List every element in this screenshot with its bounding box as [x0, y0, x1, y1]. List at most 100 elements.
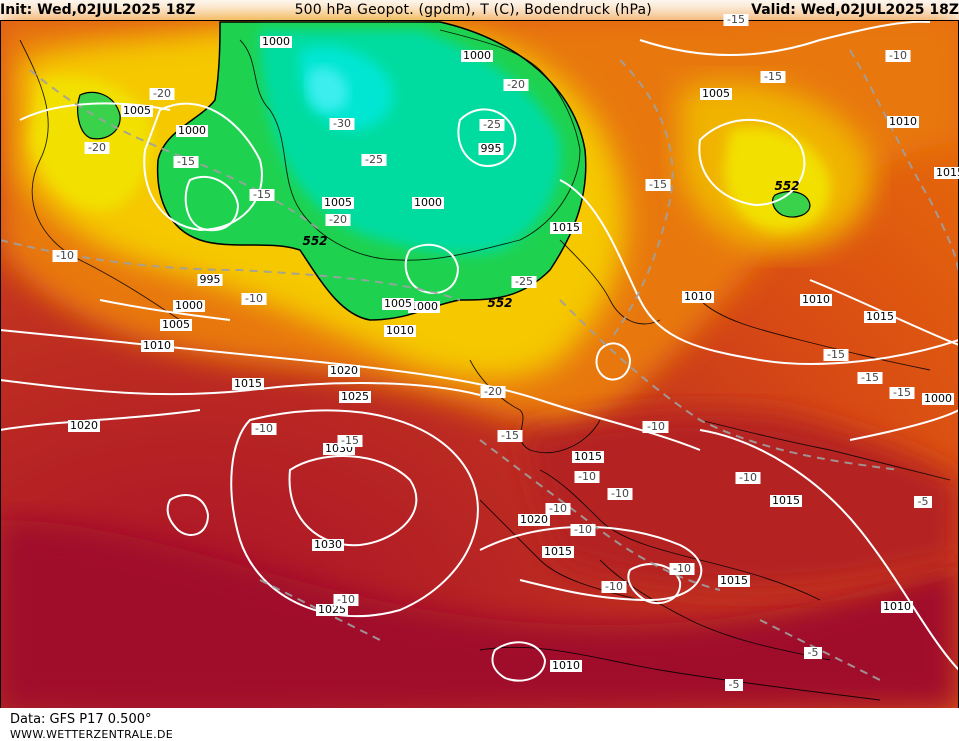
pressure-label: 1025 — [316, 603, 348, 616]
pressure-label: 1000 — [260, 35, 292, 48]
temperature-labels: -20-20-15-15-30-25-20-25-20-15-15-15-10-… — [52, 13, 932, 691]
temperature-label: -10 — [251, 422, 277, 435]
svg-text:1000: 1000 — [414, 196, 442, 209]
pressure-label: 1015 — [934, 166, 959, 179]
svg-text:1000: 1000 — [410, 300, 438, 313]
pressure-label: 1000 — [173, 299, 205, 312]
svg-text:1010: 1010 — [883, 600, 911, 613]
pressure-label: 1000 — [922, 392, 954, 405]
temperature-label: -15 — [497, 429, 523, 442]
svg-text:-15: -15 — [893, 386, 911, 399]
svg-text:-15: -15 — [764, 70, 782, 83]
temperature-label: -5 — [725, 678, 743, 691]
svg-text:1020: 1020 — [70, 419, 98, 432]
svg-text:-10: -10 — [739, 471, 757, 484]
svg-text:1025: 1025 — [341, 390, 369, 403]
temperature-label: -15 — [645, 178, 671, 191]
svg-text:-5: -5 — [918, 495, 929, 508]
website-label: WWW.WETTERZENTRALE.DE — [10, 728, 173, 741]
svg-text:1000: 1000 — [463, 49, 491, 62]
svg-text:-15: -15 — [177, 155, 195, 168]
temperature-label: -10 — [574, 470, 600, 483]
svg-text:552: 552 — [774, 179, 799, 193]
pressure-label: 1010 — [141, 339, 173, 352]
svg-text:-30: -30 — [333, 117, 351, 130]
pressure-label: 1010 — [881, 600, 913, 613]
svg-text:-15: -15 — [341, 434, 359, 447]
temperature-label: -10 — [333, 593, 359, 606]
svg-text:1015: 1015 — [866, 310, 894, 323]
svg-text:-15: -15 — [253, 188, 271, 201]
pressure-label: 1010 — [550, 659, 582, 672]
temperature-label: -15 — [723, 13, 749, 26]
temperature-label: -15 — [889, 386, 915, 399]
temperature-label: -10 — [545, 502, 571, 515]
svg-text:-15: -15 — [827, 348, 845, 361]
svg-text:1010: 1010 — [552, 659, 580, 672]
temperature-label: -15 — [337, 434, 363, 447]
pressure-label: 1005 — [160, 318, 192, 331]
svg-text:-20: -20 — [329, 213, 347, 226]
svg-text:-25: -25 — [365, 153, 383, 166]
svg-text:552: 552 — [487, 296, 512, 310]
svg-text:-15: -15 — [649, 178, 667, 191]
svg-text:-10: -10 — [611, 487, 629, 500]
svg-text:-20: -20 — [88, 141, 106, 154]
svg-text:1020: 1020 — [520, 513, 548, 526]
pressure-label: 1000 — [408, 300, 440, 313]
svg-text:-15: -15 — [861, 371, 879, 384]
pressure-label: 1005 — [700, 87, 732, 100]
temperature-label: -10 — [643, 420, 669, 433]
temperature-label: -15 — [249, 188, 275, 201]
svg-text:995: 995 — [481, 142, 502, 155]
svg-text:-10: -10 — [673, 562, 691, 575]
pressure-labels: 1000100510001005100099510051000101510001… — [68, 35, 959, 672]
temperature-label: -15 — [173, 155, 199, 168]
temperature-label: -20 — [480, 385, 506, 398]
data-source-label: Data: GFS P17 0.500° — [10, 712, 152, 727]
svg-text:-5: -5 — [729, 678, 740, 691]
temperature-label: -10 — [669, 562, 695, 575]
svg-text:995: 995 — [200, 273, 221, 286]
svg-text:1000: 1000 — [175, 299, 203, 312]
temperature-label: -10 — [570, 523, 596, 536]
geopotential-labels: 552 552 552 — [302, 179, 799, 310]
svg-text:1000: 1000 — [178, 124, 206, 137]
svg-text:-20: -20 — [507, 78, 525, 91]
svg-text:1015: 1015 — [936, 166, 959, 179]
geopotential-label: 552 — [774, 179, 799, 193]
svg-text:1030: 1030 — [314, 538, 342, 551]
svg-text:1015: 1015 — [544, 545, 572, 558]
svg-text:-15: -15 — [727, 13, 745, 26]
geopotential-label: 552 — [302, 234, 327, 248]
temperature-label: -10 — [735, 471, 761, 484]
pressure-label: 1005 — [382, 297, 414, 310]
pressure-label: 1000 — [412, 196, 444, 209]
temperature-label: -20 — [84, 141, 110, 154]
geopotential-label: 552 — [487, 296, 512, 310]
pressure-label: 1015 — [572, 450, 604, 463]
pressure-label: 995 — [478, 142, 504, 155]
pressure-label: 1010 — [887, 115, 919, 128]
svg-text:1010: 1010 — [386, 324, 414, 337]
pressure-label: 995 — [197, 273, 223, 286]
svg-text:1000: 1000 — [262, 35, 290, 48]
pressure-label: 1015 — [718, 574, 750, 587]
svg-text:-15: -15 — [501, 429, 519, 442]
pressure-label: 1015 — [550, 221, 582, 234]
svg-text:1000: 1000 — [924, 392, 952, 405]
svg-text:-10: -10 — [245, 292, 263, 305]
svg-text:1005: 1005 — [123, 104, 151, 117]
temperature-label: -5 — [914, 495, 932, 508]
pressure-label: 1015 — [232, 377, 264, 390]
pressure-label: 1005 — [121, 104, 153, 117]
svg-text:-10: -10 — [255, 422, 273, 435]
svg-text:1010: 1010 — [802, 293, 830, 306]
temperature-label: -30 — [329, 117, 355, 130]
svg-text:1025: 1025 — [318, 603, 346, 616]
temperature-label: -20 — [503, 78, 529, 91]
temperature-label: -15 — [823, 348, 849, 361]
footer: Data: GFS P17 0.500° WWW.WETTERZENTRALE.… — [0, 708, 959, 741]
coastlines — [19, 29, 951, 701]
svg-text:1015: 1015 — [234, 377, 262, 390]
